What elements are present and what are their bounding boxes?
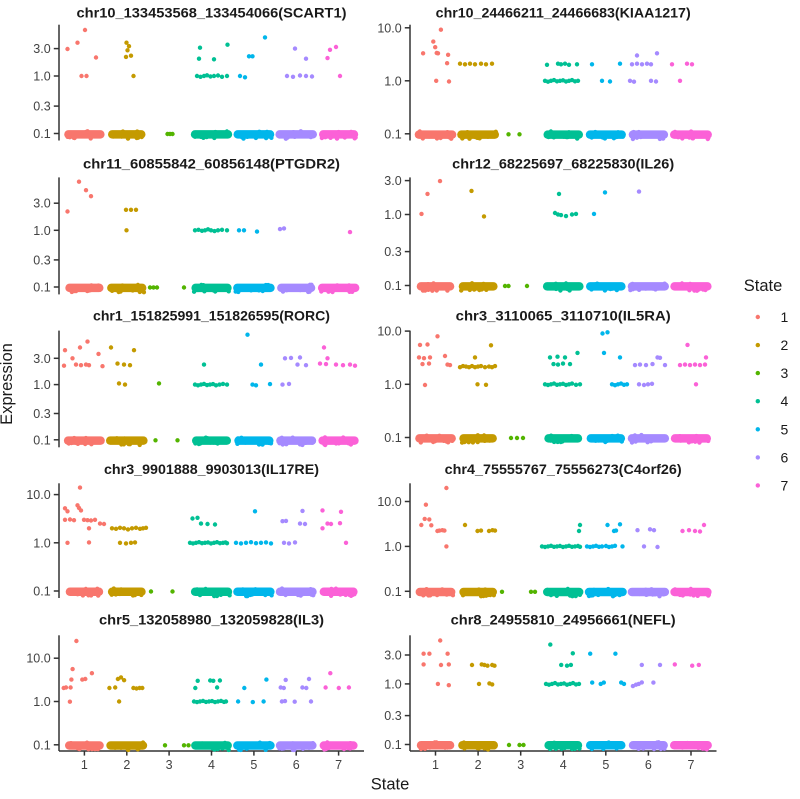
svg-text:10.0: 10.0 — [26, 488, 50, 502]
svg-text:3.0: 3.0 — [33, 352, 50, 366]
svg-text:3.0: 3.0 — [384, 174, 401, 188]
svg-text:0.3: 0.3 — [33, 407, 50, 421]
svg-text:3.0: 3.0 — [33, 197, 50, 211]
svg-text:1.0: 1.0 — [33, 70, 50, 84]
svg-text:2: 2 — [123, 758, 130, 772]
svg-text:1.0: 1.0 — [33, 224, 50, 238]
svg-text:10.0: 10.0 — [377, 495, 401, 509]
svg-text:chr11_60855842_60856148(PTGDR2: chr11_60855842_60856148(PTGDR2) — [83, 155, 340, 171]
svg-text:3: 3 — [781, 365, 789, 381]
svg-text:10.0: 10.0 — [26, 652, 50, 666]
svg-text:0.3: 0.3 — [384, 709, 401, 723]
svg-text:1: 1 — [781, 309, 789, 325]
svg-text:6: 6 — [293, 758, 300, 772]
svg-text:1.0: 1.0 — [33, 378, 50, 392]
svg-text:1.0: 1.0 — [384, 677, 401, 691]
svg-text:chr1_151825991_151826595(RORC): chr1_151825991_151826595(RORC) — [93, 307, 330, 323]
svg-text:10.0: 10.0 — [377, 21, 401, 35]
svg-text:chr10_24466211_24466683(KIAA12: chr10_24466211_24466683(KIAA1217) — [436, 5, 691, 21]
svg-text:3.0: 3.0 — [33, 42, 50, 56]
svg-text:0.1: 0.1 — [33, 281, 50, 295]
svg-text:1: 1 — [432, 758, 439, 772]
svg-text:0.1: 0.1 — [33, 433, 50, 447]
svg-text:State: State — [744, 277, 783, 295]
svg-text:0.1: 0.1 — [384, 431, 401, 445]
svg-text:7: 7 — [781, 477, 789, 493]
svg-text:Expression: Expression — [0, 343, 16, 425]
svg-text:6: 6 — [781, 449, 789, 465]
svg-text:chr3_3110065_3110710(IL5RA): chr3_3110065_3110710(IL5RA) — [456, 307, 671, 323]
svg-text:chr4_75555767_75556273(C4orf26: chr4_75555767_75556273(C4orf26) — [445, 461, 682, 477]
svg-text:5: 5 — [781, 421, 789, 437]
svg-text:0.3: 0.3 — [33, 100, 50, 114]
svg-text:0.1: 0.1 — [384, 585, 401, 599]
svg-text:1.0: 1.0 — [33, 536, 50, 550]
svg-text:2: 2 — [781, 337, 789, 353]
svg-text:0.3: 0.3 — [33, 253, 50, 267]
svg-text:0.1: 0.1 — [33, 585, 50, 599]
svg-text:4: 4 — [560, 758, 567, 772]
svg-text:chr8_24955810_24956661(NEFL): chr8_24955810_24956661(NEFL) — [451, 612, 676, 628]
svg-text:chr10_133453568_133454066(SCAR: chr10_133453568_133454066(SCART1) — [77, 5, 347, 21]
svg-text:State: State — [371, 776, 410, 794]
svg-text:4: 4 — [208, 758, 215, 772]
svg-text:6: 6 — [645, 758, 652, 772]
svg-text:0.1: 0.1 — [384, 738, 401, 752]
svg-text:0.1: 0.1 — [384, 127, 401, 141]
svg-text:1.0: 1.0 — [33, 695, 50, 709]
svg-text:7: 7 — [335, 758, 342, 772]
svg-text:3.0: 3.0 — [384, 649, 401, 663]
svg-text:0.3: 0.3 — [384, 245, 401, 259]
svg-text:1.0: 1.0 — [384, 208, 401, 222]
svg-text:3: 3 — [166, 758, 173, 772]
svg-text:1: 1 — [81, 758, 88, 772]
svg-text:0.1: 0.1 — [384, 279, 401, 293]
svg-text:7: 7 — [688, 758, 695, 772]
svg-text:0.1: 0.1 — [33, 738, 50, 752]
svg-text:1.0: 1.0 — [384, 540, 401, 554]
svg-text:chr5_132058980_132059828(IL3): chr5_132058980_132059828(IL3) — [99, 612, 324, 628]
svg-text:1.0: 1.0 — [384, 378, 401, 392]
svg-text:5: 5 — [250, 758, 257, 772]
svg-text:0.1: 0.1 — [33, 127, 50, 141]
svg-text:10.0: 10.0 — [377, 325, 401, 339]
svg-text:chr12_68225697_68225830(IL26): chr12_68225697_68225830(IL26) — [452, 155, 674, 171]
svg-text:1.0: 1.0 — [384, 74, 401, 88]
svg-text:3: 3 — [517, 758, 524, 772]
svg-text:4: 4 — [781, 393, 789, 409]
svg-text:5: 5 — [602, 758, 609, 772]
svg-text:2: 2 — [475, 758, 482, 772]
svg-text:chr3_9901888_9903013(IL17RE): chr3_9901888_9903013(IL17RE) — [104, 461, 319, 477]
